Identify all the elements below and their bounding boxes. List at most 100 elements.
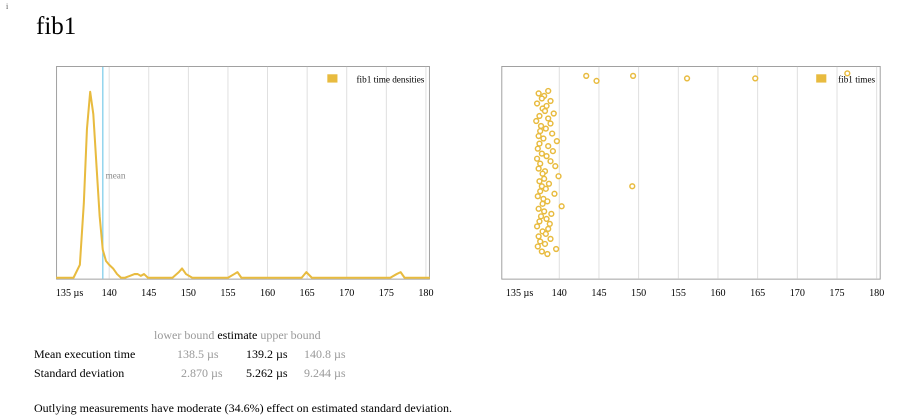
scatter-point [752,75,759,82]
scatter-point [551,190,558,197]
scatter-point [537,160,544,167]
scatter-point [533,117,540,125]
scatter-point [547,235,554,243]
scatter-point [583,72,590,79]
scatter-point [555,173,562,180]
scatter-point [537,213,545,220]
scatter-point [533,155,541,162]
scatter-point [545,87,552,95]
mean-lower: 138.5 µs [177,347,219,361]
legend-label: fib1 time densities [356,75,424,85]
outlier-note: Outlying measurements have moderate (34.… [34,401,452,415]
scatter-point [535,165,542,172]
x-tick-label: 145 [141,288,156,298]
x-tick-label: 170 [790,288,805,298]
scatter-point [535,132,542,140]
scatter-point [593,77,600,85]
scatter-point [540,135,547,142]
upper-bound-header: upper bound [260,328,321,342]
scatter-point [544,198,551,205]
scatter-point [546,220,553,228]
scatter-point [544,250,551,258]
scatter-point [537,122,545,130]
scatter-point [536,178,543,185]
scatter-point [541,208,548,215]
scatter-point [545,142,552,150]
scatter-point [549,148,557,155]
stddev-upper: 9.244 µs [304,366,346,380]
x-tick-label: 180 [418,288,433,298]
scatter-point [536,218,543,225]
x-tick-label: 170 [339,288,354,298]
x-tick-label: 165 [750,288,765,298]
scatter-point [844,70,851,77]
scatter-point [552,245,560,253]
bounds-header: lower bound estimate upper bound [154,328,321,343]
scatter-point [545,115,552,122]
scatter-point [535,205,542,212]
x-tick-label: 140 [102,288,117,298]
scatter-point [629,72,637,79]
scatter-point [537,238,544,245]
scatter-point [545,225,552,232]
x-tick-label: 135 µs [56,288,84,298]
scatter-point [553,137,560,145]
x-tick-label: 165 [300,288,315,298]
scatter-point [541,107,549,115]
mean-upper: 140.8 µs [304,347,346,361]
scatter-point [552,163,559,170]
scatter-point [541,175,548,182]
scatter-point [558,203,565,210]
scatter-point [533,223,541,230]
x-tick-label: 180 [869,288,884,298]
density-chart: 135 µs 140 145 150 155 160 165 170 175 180 fib1 ti… [56,66,434,298]
scatter-point [534,243,541,250]
x-tick-label: 155 [220,288,235,298]
x-tick-label: 175 [379,288,394,298]
scatter-point [548,210,555,217]
scatter-point [541,240,549,248]
scatter-point [535,233,542,240]
scatter-point [549,130,556,137]
scatter-point [545,180,553,187]
x-tick-label: 160 [260,288,275,298]
legend-swatch [816,74,827,83]
legend: fib1 time densities [327,74,425,85]
mean-label: Mean execution time [34,347,136,361]
scatter-point [534,193,541,200]
scatter-chart: 135 µs 140 145 150 155 160 165 170 175 180 fib1 ti… [501,66,884,298]
plot-frame [501,66,881,280]
corner-mark: i [6,2,9,11]
scatter-point [542,185,549,192]
scatter-point [683,75,691,82]
stddev-estimate: 5.262 µs [246,366,288,380]
x-tick-label: 160 [710,288,725,298]
scatter-point [543,215,550,223]
stddev-label: Standard deviation [34,366,125,380]
legend: fib1 times [816,74,876,85]
scatter-point [547,158,554,165]
stddev-lower: 2.870 µs [181,366,223,380]
scatter-point [543,153,550,160]
x-tick-label: 140 [552,288,567,298]
scatter-point [542,230,549,238]
scatter-point [537,188,544,195]
scatter-point [547,120,554,127]
estimate-header: estimate [217,328,258,342]
scatter-point [629,183,636,190]
scatter-point [539,200,546,207]
legend-swatch [327,74,338,83]
scatter-point [536,140,543,147]
scatter-point [550,110,557,117]
x-tick-label: 145 [591,288,606,298]
scatter-point [547,97,554,105]
scatter-point [537,127,544,135]
lower-bound-header: lower bound [154,328,215,342]
scatter-point [533,100,541,107]
x-tick-label: 175 [829,288,844,298]
mean-label: mean [106,170,126,180]
mean-estimate: 139.2 µs [246,347,288,361]
scatter-point [534,145,541,152]
x-tick-label: 135 µs [506,288,534,298]
x-tick-label: 155 [671,288,686,298]
